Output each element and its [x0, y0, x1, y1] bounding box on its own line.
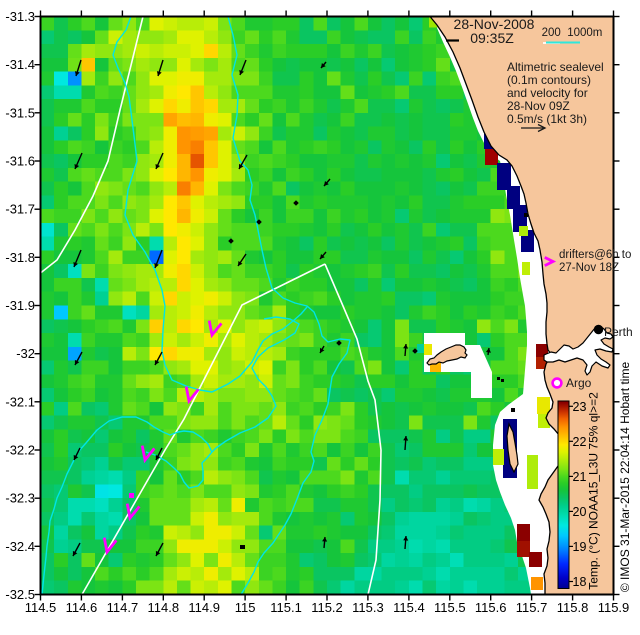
svg-text:28-Nov-2008: 28-Nov-2008: [454, 16, 535, 32]
svg-text:115.9: 115.9: [598, 600, 630, 615]
svg-text:200 1000m: 200 1000m: [542, 27, 603, 39]
svg-text:-32.3: -32.3: [5, 491, 35, 506]
svg-text:drifters@6h to: drifters@6h to: [559, 249, 631, 261]
svg-text:18: 18: [573, 575, 587, 589]
svg-text:28-Nov 09Z: 28-Nov 09Z: [507, 99, 570, 113]
svg-text:115.6: 115.6: [475, 600, 507, 615]
svg-text:-32.2: -32.2: [5, 443, 35, 458]
svg-text:and velocity for: and velocity for: [507, 86, 588, 100]
svg-text:114.8: 114.8: [148, 600, 180, 615]
svg-text:-32.5: -32.5: [5, 587, 35, 602]
svg-text:27-Nov 18Z: 27-Nov 18Z: [559, 262, 619, 274]
svg-text:-31.8: -31.8: [5, 250, 35, 265]
svg-text:-31.6: -31.6: [5, 154, 35, 169]
svg-text:-32: -32: [16, 346, 35, 361]
svg-text:-32.4: -32.4: [5, 539, 35, 554]
svg-text:-32.1: -32.1: [5, 394, 35, 409]
svg-text:0.5m/s (1kt 3h): 0.5m/s (1kt 3h): [507, 112, 587, 126]
svg-text:20: 20: [573, 505, 587, 519]
svg-text:115.2: 115.2: [311, 600, 343, 615]
svg-text:115.5: 115.5: [434, 600, 466, 615]
svg-text:-31.4: -31.4: [5, 57, 35, 72]
svg-text:Temp. (°C) NOAA15_L3U 75% ql>=: Temp. (°C) NOAA15_L3U 75% ql>=2: [587, 392, 601, 590]
svg-text:21: 21: [573, 470, 587, 484]
svg-text:-31.9: -31.9: [5, 298, 35, 313]
svg-text:19: 19: [573, 540, 587, 554]
svg-text:09:35Z: 09:35Z: [470, 30, 514, 46]
svg-text:114.9: 114.9: [188, 600, 220, 615]
svg-text:22: 22: [573, 435, 587, 449]
svg-text:Perth: Perth: [604, 325, 633, 339]
svg-text:© IMOS 31-Mar-2015 22:04:14 Ho: © IMOS 31-Mar-2015 22:04:14 Hobart time: [618, 362, 632, 593]
svg-text:115.7: 115.7: [516, 600, 548, 615]
svg-text:114.6: 114.6: [66, 600, 98, 615]
svg-text:23: 23: [573, 400, 587, 414]
svg-text:-31.7: -31.7: [5, 202, 35, 217]
svg-text:115.1: 115.1: [270, 600, 302, 615]
svg-text:114.7: 114.7: [107, 600, 139, 615]
svg-text:Argo: Argo: [566, 376, 592, 390]
svg-text:115.3: 115.3: [352, 600, 384, 615]
svg-text:(0.1m contours): (0.1m contours): [507, 73, 591, 87]
svg-text:Altimetric sealevel: Altimetric sealevel: [507, 60, 604, 74]
svg-text:-31.3: -31.3: [5, 9, 35, 24]
svg-text:114.5: 114.5: [25, 600, 57, 615]
svg-text:-31.5: -31.5: [5, 105, 35, 120]
svg-text:115: 115: [235, 600, 256, 615]
svg-text:115.4: 115.4: [393, 600, 425, 615]
svg-text:115.8: 115.8: [557, 600, 589, 615]
